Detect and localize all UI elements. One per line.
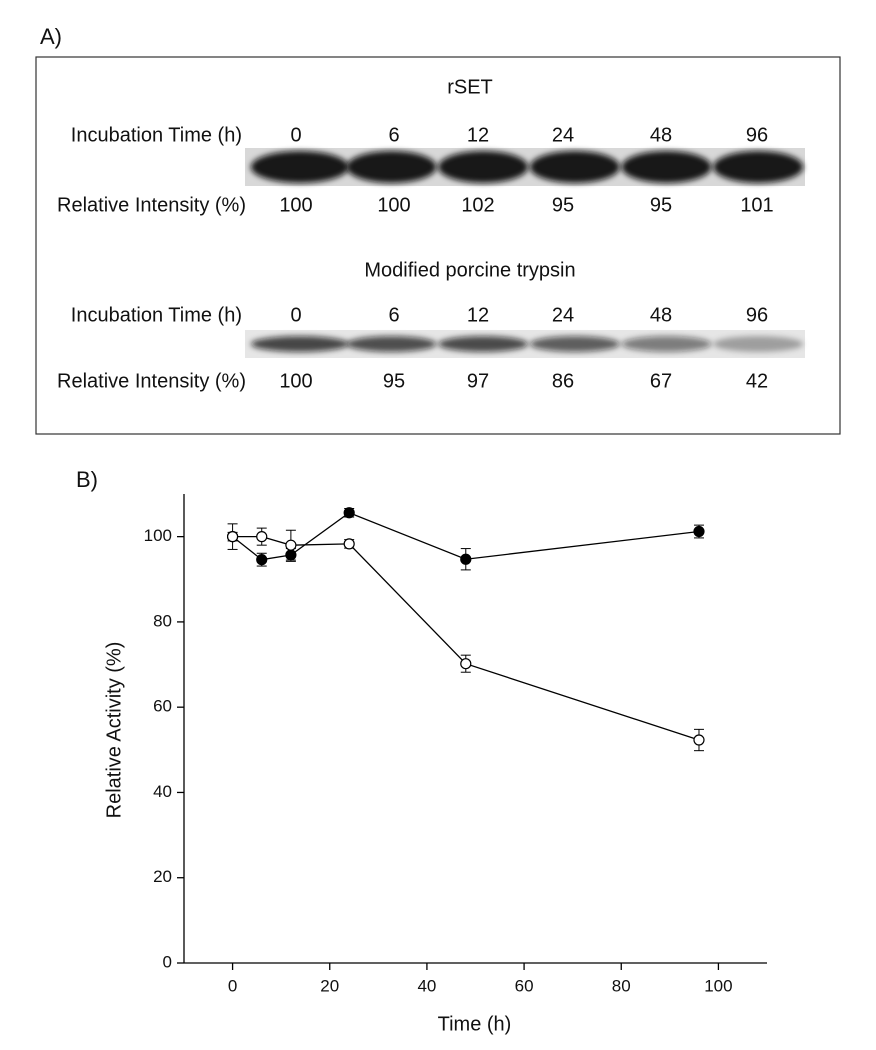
y-axis-title: Relative Activity (%) — [103, 642, 125, 819]
gel-band — [250, 151, 349, 183]
time-label: 48 — [650, 304, 672, 326]
gel-band — [713, 336, 804, 352]
time-label: 24 — [552, 304, 574, 326]
panel-label: B) — [76, 467, 98, 492]
gel-band — [438, 336, 529, 352]
x-tick-label: 40 — [417, 976, 436, 995]
intensity-label: 100 — [279, 194, 312, 216]
time-label: 6 — [388, 124, 399, 146]
time-label: 96 — [746, 124, 768, 146]
time-label: 24 — [552, 124, 574, 146]
panel-label: A) — [40, 24, 62, 49]
row-label: Relative Intensity (%) — [57, 370, 246, 392]
y-tick-label: 100 — [144, 526, 172, 545]
data-point — [256, 554, 268, 566]
gel-band — [621, 336, 712, 352]
series-line — [232, 512, 700, 561]
row-label: Relative Intensity (%) — [57, 194, 246, 216]
gel-band — [346, 336, 437, 352]
data-point — [693, 525, 705, 538]
x-tick-label: 0 — [228, 976, 237, 995]
y-tick-label: 20 — [153, 867, 172, 886]
intensity-label: 86 — [552, 370, 574, 392]
time-label: 12 — [467, 124, 489, 146]
data-point — [460, 553, 472, 565]
gel-band — [713, 151, 804, 183]
data-point — [693, 734, 705, 746]
intensity-label: 102 — [461, 194, 494, 216]
gel-band — [250, 336, 349, 352]
intensity-label: 97 — [467, 370, 489, 392]
intensity-label: 101 — [740, 194, 773, 216]
y-tick-label: 80 — [153, 611, 172, 630]
panel-a-frame — [35, 56, 841, 435]
blot-title: rSET — [447, 76, 493, 98]
gel-band — [346, 151, 437, 183]
time-label: 0 — [290, 124, 301, 146]
data-point — [256, 531, 268, 543]
data-point — [285, 539, 297, 551]
x-tick-label: 100 — [704, 976, 732, 995]
gel-band — [529, 336, 620, 352]
gel-band — [621, 151, 712, 183]
intensity-label: 100 — [377, 194, 410, 216]
data-point — [460, 658, 472, 670]
y-tick-label: 60 — [153, 697, 172, 716]
data-point — [226, 531, 239, 543]
intensity-label: 95 — [552, 194, 574, 216]
time-label: 6 — [388, 304, 399, 326]
data-point — [343, 538, 355, 550]
x-axis-title: Time (h) — [438, 1013, 512, 1035]
intensity-label: 95 — [383, 370, 405, 392]
x-tick-label: 60 — [515, 976, 534, 995]
time-label: 0 — [290, 304, 301, 326]
intensity-label: 42 — [746, 370, 768, 392]
x-tick-label: 20 — [320, 976, 339, 995]
time-label: 96 — [746, 304, 768, 326]
blot-title: Modified porcine trypsin — [364, 259, 575, 281]
y-tick-label: 0 — [163, 952, 172, 971]
data-point — [343, 507, 355, 519]
y-tick-label: 40 — [153, 782, 172, 801]
time-label: 12 — [467, 304, 489, 326]
gel-band — [529, 151, 620, 183]
row-label: Incubation Time (h) — [71, 304, 242, 326]
intensity-label: 100 — [279, 370, 312, 392]
gel-band — [438, 151, 529, 183]
row-label: Incubation Time (h) — [71, 124, 242, 146]
intensity-label: 67 — [650, 370, 672, 392]
intensity-label: 95 — [650, 194, 672, 216]
time-label: 48 — [650, 124, 672, 146]
x-tick-label: 80 — [612, 976, 631, 995]
